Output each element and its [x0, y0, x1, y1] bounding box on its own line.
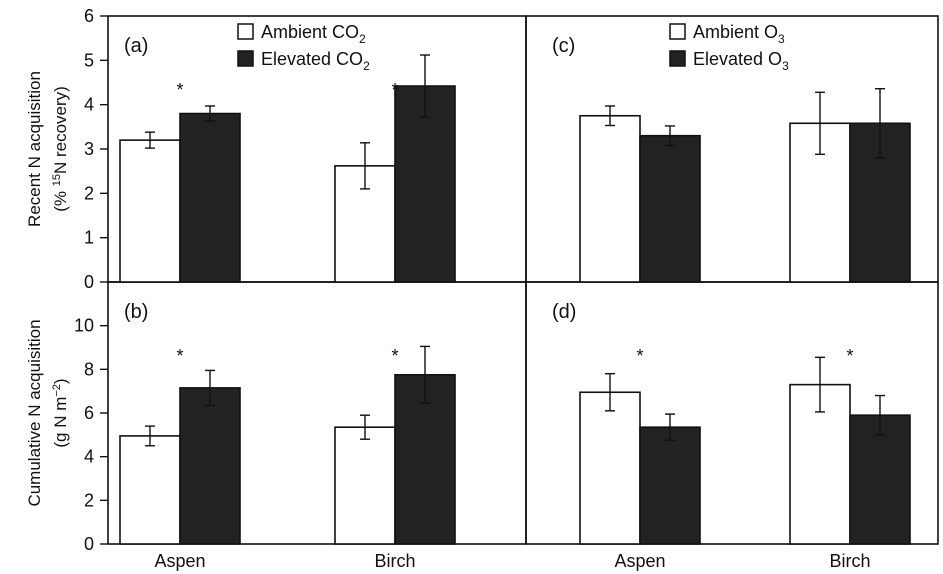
significance-star-d-birch: *: [846, 346, 853, 366]
y-axis-title-bottom: Cumulative N acquisition: [25, 319, 44, 506]
significance-star-a-birch: *: [391, 80, 398, 100]
legend-swatch-elevated-co2: [237, 50, 254, 67]
y-tick-label-b-10: 10: [74, 316, 94, 336]
y-axis-subtitle-bottom: (g N m−2): [51, 378, 70, 447]
legend-label-ambient-co2: Ambient CO2: [261, 22, 366, 46]
y-tick-label-b-2: 2: [84, 490, 94, 510]
significance-star-a-aspen: *: [176, 80, 183, 100]
bar-a-aspen-elevated: [179, 112, 241, 283]
panel-label-a: (a): [124, 35, 148, 57]
y-axis-subtitle-top-text: (% 15N recovery): [51, 86, 70, 212]
bar-a-aspen-ambient: [119, 139, 181, 283]
legend-label-elevated-co2: Elevated CO2: [261, 49, 370, 73]
legend-swatch-ambient-o3: [669, 23, 686, 40]
x-category-label-d-birch: Birch: [829, 551, 870, 571]
significance-star-b-aspen: *: [176, 346, 183, 366]
bar-b-aspen-ambient: [119, 435, 181, 545]
panel-label-d: (d): [552, 301, 576, 323]
legend-o3: Ambient O3 Elevated O3: [669, 22, 789, 73]
bar-c-aspen-ambient: [579, 114, 641, 283]
y-tick-label-a-5: 5: [84, 50, 94, 70]
bar-d-birch-elevated: [849, 414, 911, 545]
y-tick-label-b-8: 8: [84, 359, 94, 379]
panel-d-frame: [525, 281, 939, 545]
y-axis-subtitle-bottom-text: (g N m−2): [51, 378, 70, 447]
legend-swatch-ambient-co2: [237, 23, 254, 40]
legend-label-ambient-o3: Ambient O3: [693, 22, 785, 46]
bar-d-aspen-elevated: [639, 426, 701, 545]
y-axis-title-top: Recent N acquisition: [25, 71, 44, 227]
y-tick-label-a-2: 2: [84, 183, 94, 203]
x-category-label-d-aspen: Aspen: [614, 551, 665, 571]
y-tick-label-b-4: 4: [84, 447, 94, 467]
y-tick-label-a-3: 3: [84, 139, 94, 159]
x-category-label-b-aspen: Aspen: [154, 551, 205, 571]
significance-star-d-aspen: *: [636, 346, 643, 366]
bar-a-birch-elevated: [394, 85, 456, 283]
y-tick-label-a-4: 4: [84, 95, 94, 115]
bar-b-birch-ambient: [334, 426, 396, 545]
significance-star-b-birch: *: [391, 346, 398, 366]
chart-marks: 0 1 2 3 4 5 6 * * 0 2 4 6 8 10 * Aspen * Birch * Aspen * Birch: [74, 6, 911, 571]
y-axis-title-top-main: Recent N acquisition: [25, 71, 44, 227]
bar-d-aspen-ambient: [579, 391, 641, 545]
bar-c-aspen-elevated: [639, 134, 701, 283]
y-tick-label-a-0: 0: [84, 272, 94, 292]
panel-label-c: (c): [552, 35, 575, 57]
panel-label-b: (b): [124, 301, 148, 323]
y-tick-label-a-1: 1: [84, 228, 94, 248]
legend-co2: Ambient CO2 Elevated CO2: [237, 22, 370, 73]
legend-swatch-elevated-o3: [669, 50, 686, 67]
y-tick-label-a-6: 6: [84, 6, 94, 26]
bar-b-aspen-elevated: [179, 387, 241, 545]
y-axis-title-bottom-main: Cumulative N acquisition: [25, 319, 44, 506]
y-axis-subtitle-top: (% 15N recovery): [51, 86, 70, 212]
y-tick-label-b-0: 0: [84, 534, 94, 554]
x-category-label-b-birch: Birch: [374, 551, 415, 571]
y-tick-label-b-6: 6: [84, 403, 94, 423]
legend-label-elevated-o3: Elevated O3: [693, 49, 789, 73]
